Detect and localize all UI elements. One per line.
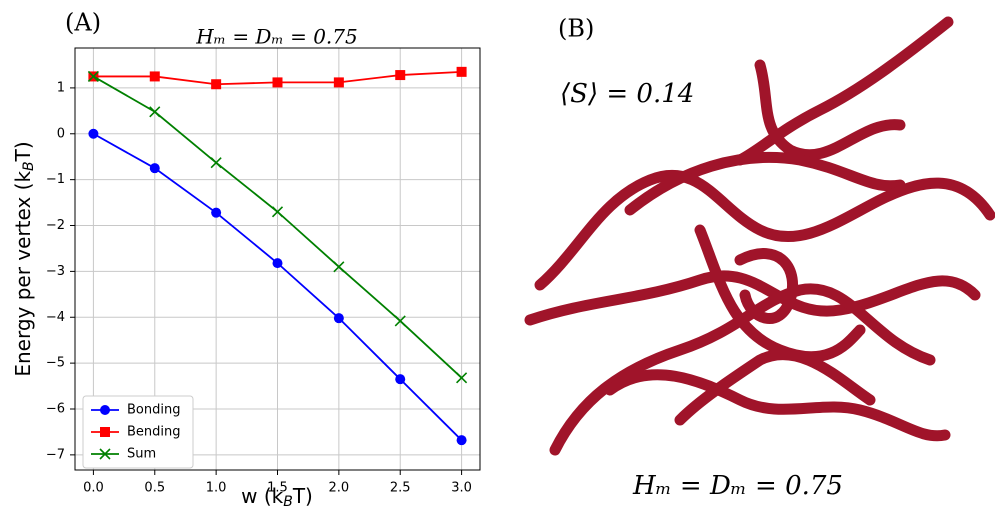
polymer [754,59,906,161]
y-tick-label: −3 [46,264,65,279]
y-tick-label: −5 [46,356,65,371]
plot-frame [74,47,481,471]
x-tick-label: 0.0 [83,481,104,496]
marker [100,405,110,415]
marker [149,163,160,174]
y-tick-label: 0 [57,126,65,141]
label-part: B [283,494,293,507]
marker [87,70,99,83]
marker [456,435,467,446]
marker [149,106,161,118]
y-axis-label: Energy per vertex (kBT) [11,141,38,376]
polymer-image [524,16,995,456]
y-tick-label: −7 [46,447,65,462]
polymer [604,369,951,442]
marker [100,427,110,437]
marker [211,207,222,218]
x-tick-label: 3.0 [451,481,472,496]
label-part: Energy per vertex (k [11,171,35,377]
legend-label: Sum [127,447,156,462]
x-tick-label: 1.5 [267,481,288,496]
y-tick-label: −2 [46,218,65,233]
marker [211,79,222,90]
marker [149,71,160,82]
panel-label: (B) [558,15,594,43]
y-tick-label: −1 [46,172,65,187]
marker [395,374,406,385]
label-part: w (k [241,484,284,508]
polymer [549,283,936,456]
marker [271,206,284,218]
marker [333,313,344,324]
polymer [524,270,981,326]
polymer [624,152,906,216]
polymer [534,169,995,291]
legend: Bonding Bending Sum [82,395,194,469]
y-tick-label: −6 [46,401,65,416]
marker [395,70,406,81]
label-part: B [21,161,37,171]
marker [333,77,344,88]
x-axis-label: w (kBT) [241,484,313,508]
marker [456,372,468,384]
label-part: T) [292,484,313,508]
y-tick-label: 1 [57,80,65,95]
caption: Hₘ = Dₘ = 0.75 [632,471,843,501]
marker [210,157,222,169]
label-part: T) [11,141,35,162]
y-tick-label: −4 [46,310,65,325]
x-tick-label: 2.5 [390,481,411,496]
legend-box [82,395,194,469]
marker [272,77,283,88]
x-tick-label: 2.0 [329,481,350,496]
legend-label: Bonding [127,403,180,418]
marker [99,448,111,460]
marker [333,261,345,273]
x-tick-label: 0.5 [144,481,165,496]
marker [88,128,99,139]
order-parameter: ⟨S⟩ = 0.14 [560,79,694,109]
polymer [734,248,799,324]
polymer [734,16,954,166]
legend-label: Bending [127,425,181,440]
marker [394,315,406,327]
x-tick-label: 1.0 [206,481,227,496]
marker [272,258,283,269]
chart-title: Hₘ = Dₘ = 0.75 [195,25,357,49]
panel-label: (A) [65,9,101,37]
polymer [674,349,876,426]
marker [456,66,467,77]
